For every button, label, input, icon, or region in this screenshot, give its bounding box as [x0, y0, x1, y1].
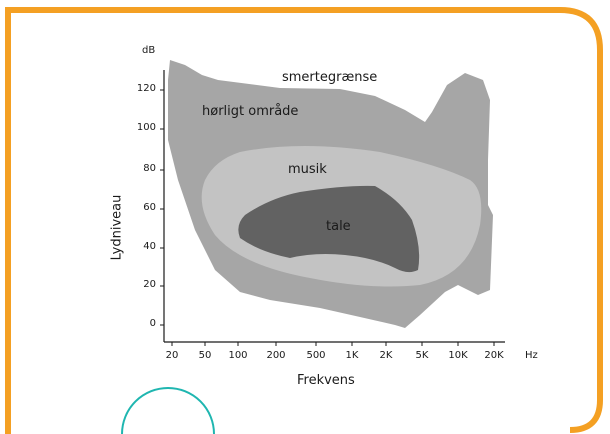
speech-region — [238, 185, 420, 273]
y-tick-label: 120 — [136, 83, 156, 94]
x-tick-label: 20K — [484, 350, 504, 361]
x-tick-label: 2K — [379, 350, 393, 361]
x-tick-marks — [171, 342, 495, 346]
x-tick-label: 1K — [345, 350, 359, 361]
y-tick-label: 80 — [143, 163, 156, 174]
x-tick-label: 20 — [165, 350, 179, 361]
orange-frame — [5, 7, 603, 434]
x-tick-label: 5K — [415, 350, 429, 361]
x-tick-label: 500 — [306, 350, 326, 361]
audible-region-label: hørligt område — [202, 104, 299, 119]
speech-region-label: tale — [326, 219, 351, 234]
x-tick-label: 50 — [198, 350, 212, 361]
x-tick-label: 100 — [228, 350, 248, 361]
x-unit-label: Hz — [525, 350, 538, 361]
teal-circle-decoration — [121, 387, 215, 434]
y-tick-label: 0 — [149, 318, 156, 329]
y-tick-label: 100 — [136, 122, 156, 133]
y-unit-label: dB — [142, 45, 156, 56]
x-tick-label: 200 — [266, 350, 286, 361]
y-tick-label: 40 — [143, 241, 156, 252]
y-tick-label: 20 — [143, 279, 156, 290]
y-tick-label: 60 — [143, 202, 156, 213]
x-tick-label: 10K — [448, 350, 468, 361]
x-axis-title: Frekvens — [297, 373, 355, 388]
pain-threshold-label: smertegrænse — [282, 70, 378, 85]
y-axis-title: Lydniveau — [109, 194, 125, 261]
y-tick-marks — [160, 89, 164, 326]
music-region-label: musik — [288, 162, 327, 177]
